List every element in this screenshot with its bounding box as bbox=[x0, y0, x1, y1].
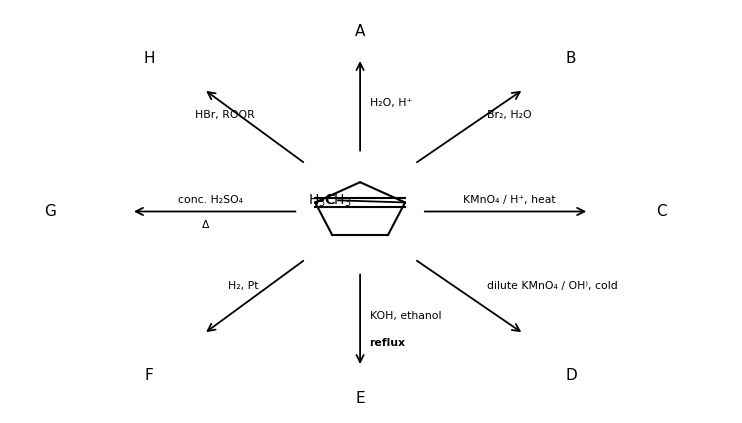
Text: H: H bbox=[143, 51, 155, 66]
Text: dilute KMnO₄ / OH⁾, cold: dilute KMnO₄ / OH⁾, cold bbox=[487, 281, 618, 291]
Text: C: C bbox=[657, 204, 667, 219]
Text: $\mathrm{H_3C}$: $\mathrm{H_3C}$ bbox=[308, 192, 336, 209]
Text: conc. H₂SO₄: conc. H₂SO₄ bbox=[179, 195, 243, 205]
Text: H₂O, H⁺: H₂O, H⁺ bbox=[370, 98, 412, 108]
Text: KOH, ethanol: KOH, ethanol bbox=[370, 311, 441, 321]
Text: F: F bbox=[145, 368, 154, 383]
Text: H₂, Pt: H₂, Pt bbox=[228, 281, 258, 291]
Text: HBr, ROOR: HBr, ROOR bbox=[195, 110, 255, 120]
Text: Δ: Δ bbox=[202, 220, 210, 230]
Text: G: G bbox=[44, 204, 56, 219]
Text: reflux: reflux bbox=[370, 338, 406, 348]
Text: D: D bbox=[565, 368, 577, 383]
Text: A: A bbox=[355, 24, 365, 38]
Text: KMnO₄ / H⁺, heat: KMnO₄ / H⁺, heat bbox=[463, 195, 556, 205]
Text: B: B bbox=[565, 51, 577, 66]
Text: E: E bbox=[355, 390, 365, 406]
Text: Br₂, H₂O: Br₂, H₂O bbox=[487, 110, 532, 120]
Text: $\mathrm{CH_3}$: $\mathrm{CH_3}$ bbox=[324, 192, 352, 209]
